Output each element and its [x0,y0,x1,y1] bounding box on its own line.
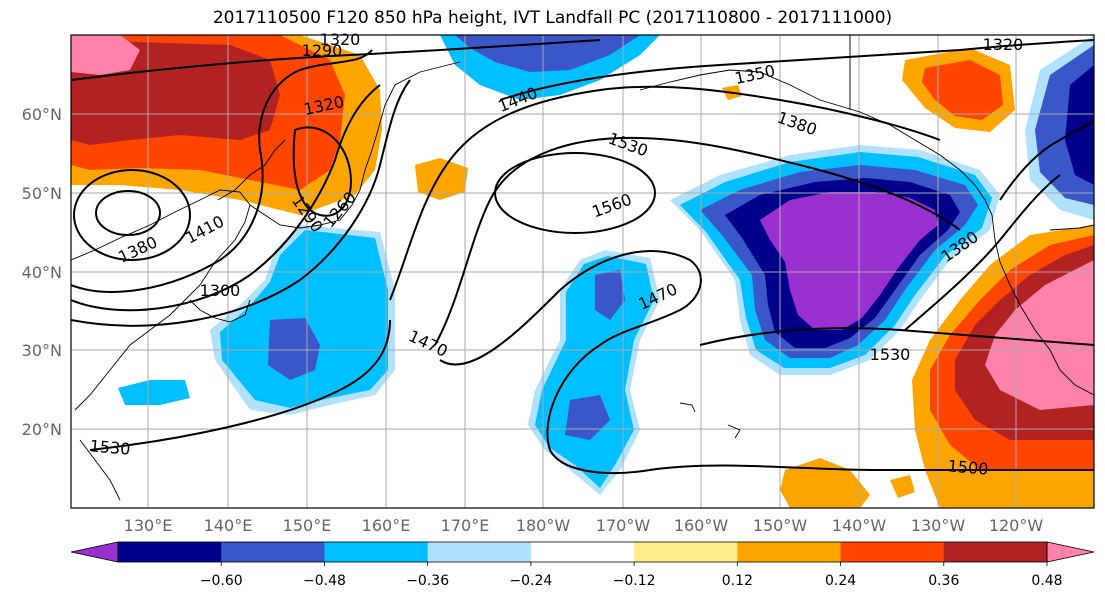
fill-cpac-cyan [535,256,654,488]
fill-nw-asia-peak [71,35,140,75]
lon-label: 180°W [516,516,571,535]
fill-alaska-inner [922,60,1003,120]
colorbar-segment [427,542,532,562]
contour-label: 1530 [870,345,911,364]
lat-label: 50°N [22,184,62,203]
fill-orange-kuril [415,158,468,200]
lon-label: 170°W [596,516,651,535]
contour-label: 1300 [200,281,241,300]
gridlines [71,35,1094,508]
colorbar-tick-label: 0.48 [1031,573,1062,589]
lon-label: 150°W [753,516,808,535]
contour-label: 1320 [983,35,1024,54]
height-contours [71,39,1094,475]
fill-cpac-blue1 [595,270,625,320]
colorbar-segment [634,542,738,562]
colorbar-segment [840,542,945,562]
lon-label: 160°W [674,516,729,535]
colorbar-segment [118,542,222,562]
lat-label: 60°N [22,105,62,124]
colorbar-max-extension [1046,541,1095,563]
colorbar-min-extension [70,541,119,563]
colorbar [70,541,1095,563]
fill-wpac-small [118,380,190,405]
fill-subtropic-south [780,458,870,508]
lon-label: 130°E [124,516,173,535]
fill-nepac-purple [760,192,938,330]
lat-label: 20°N [22,420,62,439]
colorbar-tick-label: −0.36 [406,573,449,589]
fill-canada-navy [1065,65,1094,185]
map-frame [70,34,1095,509]
colorbar-tick-label: −0.60 [200,573,243,589]
fill-subtropic-south2 [890,475,915,498]
lon-label: 140°E [204,516,253,535]
lon-label: 120°W [989,516,1044,535]
lon-label: 130°W [911,516,966,535]
lat-label: 30°N [22,341,62,360]
contour-label: 1500 [947,456,989,478]
colorbar-segment [943,542,1048,562]
colorbar-tick-label: 0.36 [928,573,959,589]
lon-label: 150°E [283,516,332,535]
lon-label: 160°E [362,516,411,535]
colorbar-tick-label: −0.12 [613,573,656,589]
latitude-labels: 60°N 50°N 40°N 30°N 20°N [22,105,62,439]
longitude-labels: 130°E 140°E 150°E 160°E 170°E 180°W 170°W 160°W… [124,516,1044,535]
colorbar-tick-labels: −0.60 −0.48 −0.36 −0.24 −0.12 0.12 0.24 0.36 0.4… [200,562,1063,589]
colorbar-tick-label: −0.24 [509,573,552,589]
contour-label: 1530 [89,436,131,458]
map-title: 2017110500 F120 850 hPa height, IVT Land… [212,8,893,28]
fill-sw-peak [985,260,1094,410]
contour-label: 1290 [302,41,343,60]
coastlines [71,35,1094,501]
colorbar-frame [117,541,1048,563]
colorbar-segment [221,542,325,562]
lon-label: 140°W [832,516,887,535]
fill-bering-inner [455,35,640,72]
contour-label: 1320 [320,30,361,49]
colorbar-segment [324,542,429,562]
colorbar-tick-label: 0.12 [722,573,753,589]
lat-label: 40°N [22,263,62,282]
lon-label: 170°E [441,516,490,535]
colorbar-segment [530,542,635,562]
colorbar-tick-label: 0.24 [825,573,856,589]
colorbar-tick-label: −0.48 [303,573,346,589]
colorbar-segment [737,542,842,562]
